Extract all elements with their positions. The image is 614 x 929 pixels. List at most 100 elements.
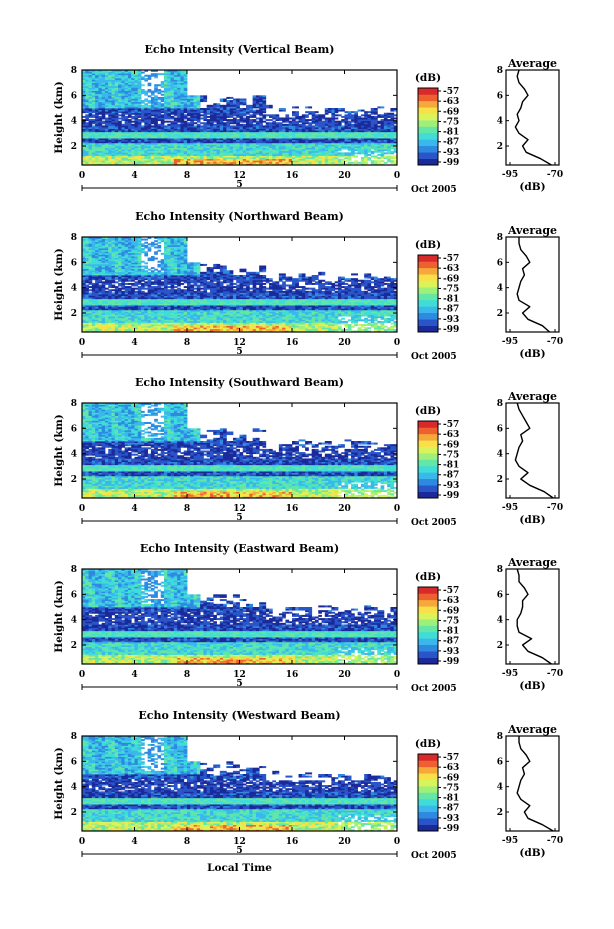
x-tick-label: 20 (338, 171, 351, 181)
heatmap-cell (111, 111, 116, 114)
heatmap-cell (127, 125, 132, 128)
heatmap-cell (131, 155, 135, 158)
heatmap-cell (82, 152, 86, 155)
heatmap-cell (124, 152, 129, 155)
heatmap-cell (318, 114, 322, 117)
heatmap-cell (95, 155, 99, 158)
heatmap-cell (200, 114, 204, 117)
heatmap-cell (259, 117, 263, 120)
heatmap-cell (95, 95, 99, 98)
heatmap-cell (85, 149, 89, 152)
profile-y-tick-label: 2 (497, 142, 503, 152)
heatmap-cell (141, 104, 145, 107)
heatmap-cell (127, 123, 132, 126)
heatmap-cell (124, 73, 129, 76)
heatmap-cell (95, 158, 99, 161)
heatmap-cell (95, 104, 99, 107)
heatmap-cell (101, 112, 106, 115)
panel-0: Echo Intensity (Vertical Beam)2468Height… (53, 43, 563, 195)
heatmap-cell (111, 74, 116, 77)
heatmap-cell (88, 127, 93, 129)
heatmap-cell (88, 114, 93, 117)
heatmap-cell (108, 74, 112, 77)
heatmap-cell (121, 160, 126, 163)
heatmap-cell (131, 115, 135, 118)
heatmap-cell (88, 130, 93, 133)
heatmap-cell (95, 123, 99, 126)
heatmap-cell (111, 76, 116, 79)
heatmap-cell (85, 150, 89, 153)
heatmap-cell (91, 128, 96, 131)
heatmap-cell (131, 101, 135, 104)
heatmap-cell (124, 128, 129, 131)
heatmap-cell (111, 117, 116, 120)
heatmap-cell (236, 98, 240, 101)
heatmap-cell (85, 147, 89, 150)
heatmap-cell (383, 161, 388, 164)
panel-1: Echo Intensity (Northward Beam)2468Heigh… (53, 210, 563, 362)
colorbar-swatch (418, 158, 438, 166)
heatmap-cell (91, 120, 96, 123)
heatmap-cell (124, 139, 129, 142)
colorbar-tick-label: -87 (443, 138, 459, 148)
heatmap-cell (337, 108, 342, 110)
heatmap-cell (88, 93, 93, 96)
heatmap-cell (164, 120, 168, 123)
heatmap-cell (101, 131, 106, 134)
heatmap-cell (118, 87, 122, 90)
heatmap-cell (114, 93, 119, 96)
heatmap-cell (127, 73, 132, 76)
heatmap-cell (111, 73, 116, 76)
heatmap-cell (88, 79, 93, 82)
colorbar-swatch (418, 113, 438, 121)
heatmap-cell (131, 103, 135, 106)
heatmap-cell (104, 128, 109, 131)
heatmap-cell (98, 100, 103, 103)
heatmap-cell (98, 127, 103, 129)
heatmap-cell (127, 139, 132, 142)
heatmap-cell (121, 138, 126, 141)
heatmap-cell (88, 73, 93, 76)
heatmap-cell (95, 96, 99, 99)
heatmap-cell (104, 125, 109, 128)
heatmap-cell (85, 161, 89, 164)
heatmap-cell (104, 131, 109, 134)
heatmap-cell (85, 155, 89, 158)
heatmap-cell (157, 96, 162, 99)
heatmap-cell (104, 87, 109, 90)
heatmap-cell (118, 128, 122, 131)
heatmap-cell (147, 100, 152, 103)
heatmap-cell (387, 112, 391, 115)
heatmap-cell (91, 146, 96, 148)
heatmap-cell (305, 119, 309, 122)
heatmap-cell (141, 71, 145, 74)
heatmap-cell (98, 149, 103, 152)
heatmap-cell (341, 158, 345, 161)
heatmap-cell (255, 109, 260, 112)
heatmap-cell (127, 158, 132, 161)
heatmap-cell (108, 144, 112, 147)
heatmap-cell (85, 130, 89, 133)
heatmap-cell (121, 136, 126, 139)
heatmap-cell (111, 130, 116, 133)
heatmap-cell (337, 158, 342, 161)
heatmap-cell (127, 106, 132, 109)
heatmap-cell (377, 114, 381, 117)
heatmap-cell (121, 79, 126, 82)
heatmap-cell (111, 112, 116, 115)
heatmap-cell (150, 90, 155, 93)
heatmap-cell (124, 106, 129, 109)
heatmap-cell (347, 120, 352, 123)
heatmap-cell (82, 136, 86, 139)
heatmap-cell (82, 138, 86, 141)
heatmap-cell (88, 122, 93, 125)
heatmap-cell (82, 98, 86, 101)
heatmap-cell (124, 100, 129, 103)
heatmap-cell (98, 84, 103, 87)
heatmap-cell (91, 70, 96, 72)
heatmap-cell (127, 71, 132, 74)
heatmap-cell (292, 111, 296, 114)
heatmap-cell (98, 104, 103, 107)
heatmap-cell (104, 136, 109, 139)
heatmap-cell (118, 108, 122, 110)
